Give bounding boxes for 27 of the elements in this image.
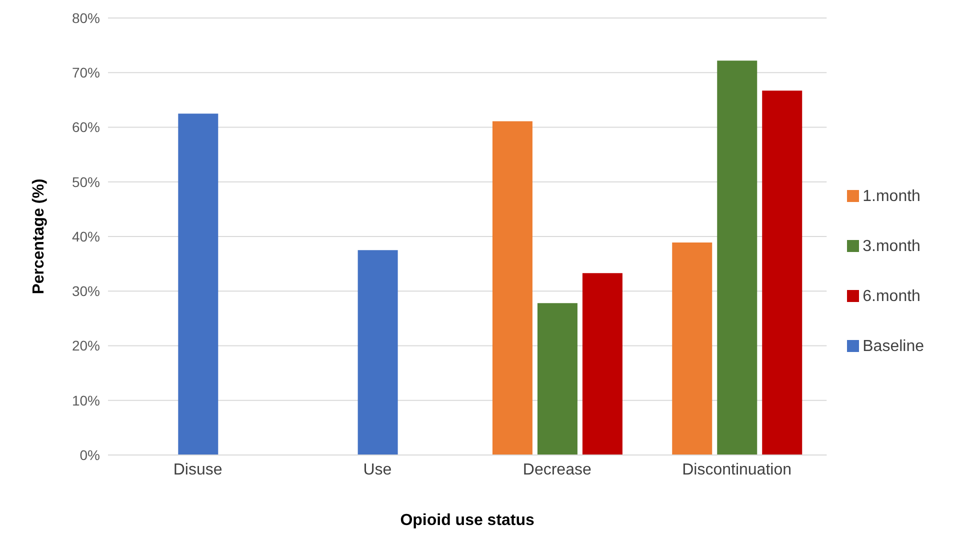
x-axis-title: Opioid use status xyxy=(400,512,535,529)
y-axis-title: Percentage (%) xyxy=(30,178,48,294)
y-tick-label: 80% xyxy=(72,10,100,26)
x-tick-label: Decrease xyxy=(522,461,592,478)
bar xyxy=(762,90,802,455)
y-tick-label: 40% xyxy=(72,228,100,244)
legend-label: 1.month xyxy=(862,188,920,204)
legend-label: 3.month xyxy=(862,238,920,254)
y-tick-label: 0% xyxy=(80,446,100,463)
bar xyxy=(717,60,758,455)
bar xyxy=(178,114,218,455)
y-tick-label: 20% xyxy=(72,338,100,354)
bar xyxy=(582,273,622,455)
y-tick-label: 30% xyxy=(72,283,100,300)
y-tick-label: 70% xyxy=(72,64,100,81)
x-tick-label: Use xyxy=(363,461,392,478)
y-tick-label: 60% xyxy=(72,119,100,136)
bar xyxy=(672,242,712,455)
legend-label: 6.month xyxy=(862,288,920,304)
y-tick-label: 10% xyxy=(72,392,100,408)
x-tick-label: Discontinuation xyxy=(682,461,792,478)
x-tick-label: Disuse xyxy=(173,461,222,478)
bar xyxy=(492,121,532,455)
y-tick-label: 50% xyxy=(72,174,100,190)
legend-label: Baseline xyxy=(862,338,924,354)
bar xyxy=(537,303,578,455)
bar xyxy=(358,250,398,455)
